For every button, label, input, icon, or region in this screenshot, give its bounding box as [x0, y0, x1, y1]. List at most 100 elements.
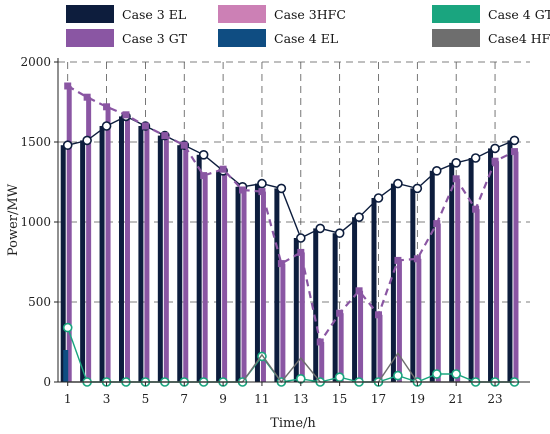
bar-case-3-gt [455, 178, 461, 382]
x-tick-label: 3 [103, 392, 111, 406]
legend-label: Case 4 EL [274, 31, 338, 46]
x-tick-label: 19 [410, 392, 425, 406]
point-case-3-gt [355, 287, 363, 295]
point-case-3-gt [336, 309, 344, 317]
bar-case-4-el [63, 350, 69, 382]
point-case-3-el [257, 178, 267, 189]
bar-case-3-gt [513, 151, 519, 382]
bar-case-3-gt [202, 175, 208, 382]
bar-case-3-el [60, 145, 66, 382]
x-tick-label: 7 [180, 392, 188, 406]
line-case4-hfc [67, 351, 515, 384]
legend-label: Case 3HFC [274, 7, 346, 22]
bar-case-3-el [410, 188, 416, 382]
legend-swatch [66, 5, 114, 23]
point-case-4-gt [451, 369, 461, 379]
bar-case-3-el [468, 158, 474, 382]
bar-case-3-gt [183, 145, 189, 382]
bar-case-3-gt [494, 161, 500, 382]
point-case-3-gt [491, 157, 499, 165]
x-tick-label: 23 [487, 392, 502, 406]
y-tick-label: 0 [43, 375, 51, 389]
bar-case-3-gt [474, 209, 480, 382]
legend-swatch [218, 29, 266, 47]
bar-case-3-el [429, 170, 435, 382]
point-case-3-el [431, 166, 442, 176]
point-case-3-el [276, 183, 287, 194]
point-case-3-gt [141, 122, 149, 130]
point-case-3-gt [122, 111, 130, 119]
legend-swatch [66, 29, 114, 47]
bar-case-3-el [352, 217, 358, 382]
bar-case-3-gt [144, 126, 150, 382]
point-case-3-gt [277, 260, 285, 268]
point-case-4-gt [334, 372, 345, 383]
point-case-3-gt [239, 186, 247, 194]
legend-label: Case4 HFC [488, 31, 550, 46]
bar-case-3-gt [319, 342, 325, 382]
point-case-3-gt [297, 248, 305, 256]
point-case-3-el [82, 135, 92, 146]
point-case-3-el [490, 143, 500, 154]
bar-case-3-el [313, 228, 319, 382]
point-case-3-el [470, 153, 481, 163]
bar-case-3-el [80, 140, 86, 382]
bar-case-3-gt [358, 290, 364, 382]
x-tick-label: 11 [254, 392, 269, 406]
point-case-3-el [354, 212, 364, 222]
point-case-3-gt [83, 93, 91, 101]
point-case-3-gt [64, 82, 72, 90]
y-tick-label: 500 [28, 295, 51, 309]
point-case-3-el [412, 183, 423, 194]
x-tick-label: 17 [371, 392, 386, 406]
bar-case-3-el [157, 135, 163, 382]
legend-label: Case 4 GT [488, 7, 550, 22]
legend-swatch [218, 5, 266, 23]
y-tick-label: 2000 [20, 55, 51, 69]
bar-case-3-gt [241, 190, 247, 382]
x-tick-label: 1 [64, 392, 72, 406]
point-case-3-el [373, 193, 384, 203]
bar-case-3-el [196, 154, 202, 382]
point-case-3-gt [472, 205, 480, 213]
bar-case-3-gt [66, 86, 72, 382]
bar-case-3-gt [222, 169, 228, 382]
bar-case-3-gt [299, 252, 305, 382]
bar-case-3-gt [163, 135, 169, 382]
point-case-3-el [101, 121, 112, 131]
point-case-3-gt [452, 175, 460, 183]
bar-case-3-el [274, 188, 280, 382]
legend: Case 3 EL Case 3HFC Case 4 GT Case 3 GT Case… [66, 5, 550, 47]
point-case-3-gt [374, 311, 382, 319]
bar-case-3-el [488, 148, 494, 382]
x-tick-label: 15 [332, 392, 347, 406]
line-case-3-el [67, 115, 515, 239]
y-axis-label: Power/MW [6, 183, 21, 256]
bar-case-3-gt [338, 313, 344, 382]
bar-case-3-el [371, 198, 377, 382]
x-tick-label: 5 [142, 392, 150, 406]
point-case-4-gt [431, 369, 442, 379]
point-case-3-gt [510, 148, 518, 156]
bar-case-3-gt [86, 97, 92, 382]
bar-case-3-el [507, 140, 513, 382]
bar-case-3-el [118, 116, 124, 383]
bar-case-3-el [293, 238, 299, 382]
bar-case-3-gt [280, 263, 286, 382]
bar-case-3-gt [416, 258, 422, 382]
point-case-3-el [509, 135, 520, 146]
point-case-3-gt [433, 220, 441, 228]
point-case-4-gt [393, 370, 403, 381]
bar-case-3-gt [396, 260, 402, 382]
bar-case-3-el [235, 186, 241, 382]
bar-case-3-gt [377, 314, 383, 382]
bar-case-3-el [254, 183, 260, 382]
point-case-3-gt [413, 255, 421, 263]
point-case-3-el [393, 178, 403, 189]
bar-case-3-el [177, 145, 183, 382]
legend-swatch [432, 5, 480, 23]
x-axis-label: Time/h [270, 416, 316, 431]
y-tick-label: 1500 [20, 135, 51, 149]
